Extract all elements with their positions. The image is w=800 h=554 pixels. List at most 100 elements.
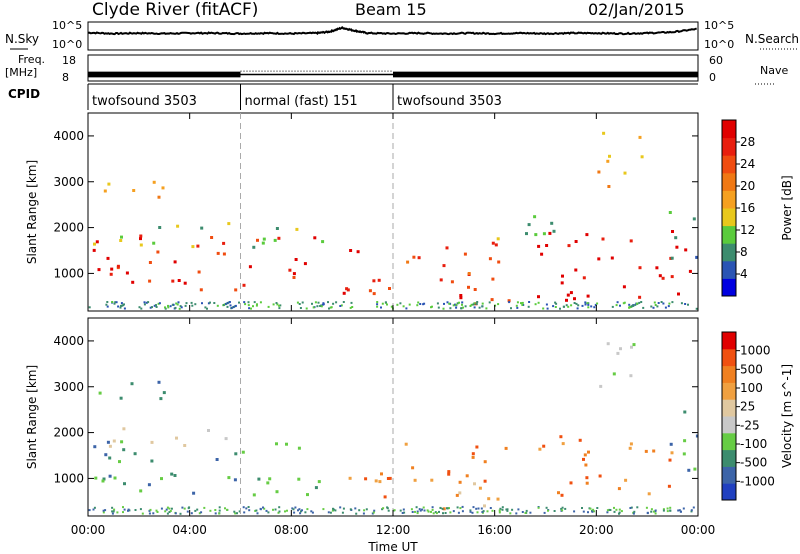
heatmap-cell xyxy=(131,280,135,284)
heatmap-cell xyxy=(277,236,281,240)
heatmap-cell xyxy=(632,512,635,515)
heatmap-cell xyxy=(345,287,349,291)
heatmap-cell xyxy=(207,302,210,305)
heatmap-cell xyxy=(234,512,237,515)
heatmap-cell xyxy=(196,244,200,248)
power-panel: 1000 2000 3000 4000 Slant Range [km] xyxy=(25,112,699,312)
heatmap-cell xyxy=(515,512,518,515)
heatmap-cell xyxy=(423,302,426,305)
heatmap-cell xyxy=(272,508,274,511)
heatmap-cell xyxy=(174,512,177,515)
cpid-segment-label: normal (fast) 151 xyxy=(245,94,358,109)
heatmap-cell xyxy=(116,264,120,268)
heatmap-cell xyxy=(327,511,330,514)
heatmap-cell xyxy=(273,238,277,242)
heatmap-cell xyxy=(250,307,252,310)
noise-tick-bottom-left: 10^0 xyxy=(52,38,82,51)
heatmap-cell xyxy=(93,445,97,449)
heatmap-cell xyxy=(259,508,262,511)
heatmap-cell xyxy=(149,508,152,511)
heatmap-cell xyxy=(427,510,430,513)
heatmap-cell xyxy=(582,510,585,513)
heatmap-cell xyxy=(537,506,540,509)
heatmap-cell xyxy=(327,301,329,304)
heatmap-cell xyxy=(122,427,126,431)
heatmap-cell xyxy=(198,512,201,515)
heatmap-cell xyxy=(408,303,411,306)
colorbar-swatch xyxy=(722,278,736,297)
heatmap-cell xyxy=(106,305,109,308)
heatmap-cell xyxy=(688,269,692,273)
heatmap-cell xyxy=(652,449,656,453)
heatmap-cell xyxy=(585,233,589,237)
heatmap-cell xyxy=(386,506,389,509)
heatmap-cell xyxy=(207,429,210,432)
heatmap-cell xyxy=(483,504,486,508)
heatmap-cell xyxy=(317,301,320,304)
heatmap-cell xyxy=(376,305,379,308)
heatmap-cell xyxy=(94,476,98,480)
heatmap-cell xyxy=(194,509,197,512)
cpid-segment-label: twofsound 3503 xyxy=(397,94,502,109)
heatmap-cell xyxy=(165,508,168,511)
heatmap-cell xyxy=(491,509,494,512)
heatmap-cell xyxy=(527,305,530,308)
heatmap-cell xyxy=(387,509,390,512)
heatmap-cell xyxy=(646,511,649,514)
heatmap-cell xyxy=(543,511,546,514)
heatmap-cell xyxy=(584,303,587,306)
heatmap-cell xyxy=(431,506,434,509)
y-axis-title: Slant Range [km] xyxy=(25,160,39,264)
heatmap-cell xyxy=(554,306,557,308)
heatmap-cell xyxy=(119,306,122,309)
heatmap-cell xyxy=(448,302,451,305)
heatmap-cell xyxy=(238,301,240,304)
heatmap-cell xyxy=(471,455,475,459)
heatmap-cell xyxy=(636,302,638,305)
heatmap-cell xyxy=(160,507,163,510)
colorbar-tick-label: 8 xyxy=(740,245,748,259)
heatmap-cell xyxy=(450,280,454,284)
heatmap-cell xyxy=(537,301,540,304)
heatmap-cell xyxy=(475,507,478,510)
heatmap-cell xyxy=(469,305,472,307)
heatmap-cell xyxy=(415,506,418,509)
heatmap-cell xyxy=(507,299,511,303)
colorbar-tick-label: -1000 xyxy=(740,474,775,488)
x-tick-label: 08:00 xyxy=(274,523,309,537)
heatmap-cell xyxy=(130,382,134,386)
heatmap-cell xyxy=(322,302,325,305)
heatmap-cell xyxy=(314,301,317,304)
velocity-panel: 1000 2000 3000 4000 Slant Range [km] xyxy=(25,317,699,517)
heatmap-cell xyxy=(298,303,301,305)
heatmap-cell xyxy=(118,460,121,464)
heatmap-cell xyxy=(288,268,292,272)
heatmap-cell xyxy=(377,278,381,282)
heatmap-cell xyxy=(516,306,519,309)
heatmap-cell xyxy=(349,249,353,252)
heatmap-cell xyxy=(278,506,281,509)
y-tick-label: 4000 xyxy=(53,334,84,348)
heatmap-cell xyxy=(272,303,275,306)
heatmap-cell xyxy=(259,301,262,304)
heatmap-cell xyxy=(573,302,576,304)
heatmap-cell xyxy=(393,509,396,512)
heatmap-cell xyxy=(201,302,203,305)
heatmap-cell xyxy=(488,301,491,304)
heatmap-cell xyxy=(426,509,429,512)
heatmap-cell xyxy=(265,509,268,512)
heatmap-cell xyxy=(570,304,573,307)
heatmap-cell xyxy=(226,305,229,308)
heatmap-cell xyxy=(458,480,462,484)
y-tick-label: 3000 xyxy=(53,175,84,189)
heatmap-cell xyxy=(573,297,576,301)
colorbar-title: Velocity [m s^-1] xyxy=(780,364,794,468)
heatmap-cell xyxy=(542,232,546,236)
heatmap-cell xyxy=(662,509,665,512)
noise-left-label: N.Sky xyxy=(5,32,39,46)
heatmap-cell xyxy=(504,446,508,450)
heatmap-cell xyxy=(555,302,558,305)
heatmap-cell xyxy=(692,217,696,221)
heatmap-cell xyxy=(471,452,475,456)
